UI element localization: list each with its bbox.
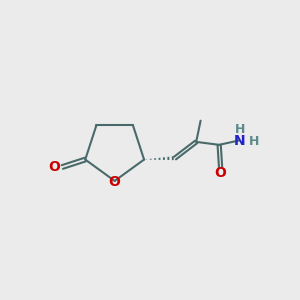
Text: O: O (215, 166, 226, 180)
Text: H: H (235, 123, 245, 136)
Text: H: H (249, 134, 259, 148)
Text: O: O (109, 175, 121, 188)
Text: N: N (234, 134, 246, 148)
Text: O: O (48, 160, 60, 174)
